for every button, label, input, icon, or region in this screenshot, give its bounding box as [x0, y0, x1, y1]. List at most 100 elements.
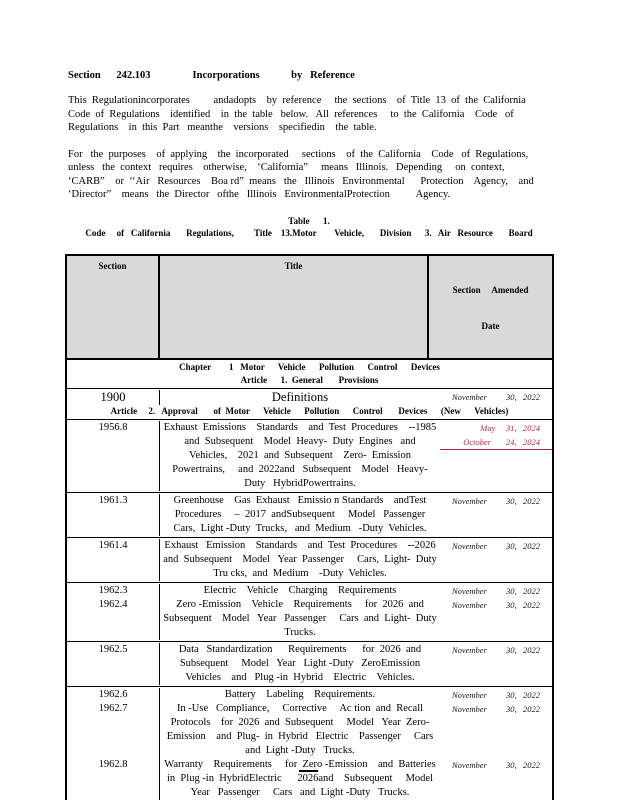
title-cell: Battery Labeling Requirements. — [160, 688, 440, 702]
table-row: 1956.8 Exhaust Emissions Standards and Te… — [67, 420, 552, 491]
title-line: Subsequent Model Year Passenger Cars and… — [163, 612, 437, 624]
section-number-cell: 1962.4 — [67, 597, 160, 640]
header-amended-line2: Date — [481, 320, 500, 331]
title-cell: Data Standardization Requirements for 20… — [160, 643, 440, 685]
title-line: Emission and Plug- in Hybrid Electric Pa… — [166, 730, 434, 742]
title-line: in Plug -in HybridElectric 2026and Subse… — [167, 772, 433, 784]
title-line: Zero -Emission Vehicle Requirements for … — [176, 598, 424, 610]
title-line: Subsequent Model Year Light -Duty ZeroEm… — [179, 657, 421, 669]
section-number-cell: 1961.3 — [67, 493, 160, 536]
table-row-group: 1962.5 Data Standardization Requirements … — [67, 642, 552, 687]
amended-date-cell: May 31, 2024 October 24, 2024 — [440, 421, 552, 491]
amended-date: October 24, 2024 — [440, 435, 552, 450]
table-row: 1962.8 Warranty Requirements for Zero -Em… — [67, 757, 552, 800]
title-line: and Light -Duty Trucks. — [245, 744, 355, 756]
table-caption: Table 1. Code of California Regulations,… — [0, 215, 618, 239]
table-row-group: 1900 Definitions November 30, 2022 Article … — [67, 389, 552, 420]
table-row-group: 1962.6 Battery Labeling Requirements. Nove… — [67, 687, 552, 800]
amended-date: November 30, 2022 — [451, 495, 540, 506]
amended-date-cell: November 30, 2022 — [440, 598, 552, 640]
table-header-row: Section Title Section Amended Date — [67, 255, 552, 360]
table-row: 1962.3 Electric Vehicle Charging Requirem… — [67, 583, 552, 598]
table-row: 1961.3 Greenhouse Gas Exhaust Emissio n S… — [67, 493, 552, 536]
page-footer-rule — [299, 770, 318, 772]
regulations-table: Section Title Section Amended Date Chapt… — [65, 253, 554, 800]
title-cell: Greenhouse Gas Exhaust Emissio n Standar… — [160, 494, 440, 536]
title-line: Exhaust Emission Standards and Test Proc… — [164, 539, 436, 551]
title-line: In -Use Compliance, Corrective Ac tion a… — [176, 702, 424, 714]
amended-date: November 30, 2022 — [451, 759, 540, 770]
title-cell: Warranty Requirements for Zero -Emission… — [160, 758, 440, 800]
section-heading: Section 242.103 Incorporations by Refere… — [68, 70, 355, 81]
chapter-heading-row: Chapter 1 Motor Vehicle Pollution Contro… — [67, 361, 552, 387]
table-row-group: Chapter 1 Motor Vehicle Pollution Contro… — [67, 360, 552, 389]
paragraph-line: unless the context requires otherwise, ‘… — [68, 162, 505, 173]
title-cell: In -Use Compliance, Corrective Ac tion a… — [160, 702, 440, 758]
paragraph-1: This Regulationincorporates andadopts by… — [68, 94, 554, 135]
title-cell: Definitions — [160, 390, 440, 405]
title-cell: Exhaust Emissions Standards and Test Pro… — [160, 421, 440, 491]
title-line: Vehicles and Plug -in Hybrid Electric Ve… — [185, 671, 415, 683]
paragraph-line: ‘CARB” or ‘‘Air Resources Boa rd” means … — [68, 175, 534, 187]
amended-date: November 30, 2022 — [451, 644, 540, 655]
amended-date-cell: November 30, 2022 — [440, 539, 552, 581]
header-cell-section: Section — [67, 255, 160, 358]
title-cell: Zero -Emission Vehicle Requirements for … — [160, 598, 440, 640]
header-cell-title: Title — [160, 255, 429, 358]
title-line: Duty HybridPowertrains. — [244, 477, 356, 489]
header-amended-line1: Section Amended — [452, 284, 529, 295]
title-line: Greenhouse Gas Exhaust Emissio n Standar… — [173, 494, 427, 506]
chapter-heading-row: Article 2. Approval of Motor Vehicle Pol… — [67, 405, 552, 418]
amended-date: November 30, 2022 — [451, 689, 540, 700]
amended-date: November 30, 2022 — [451, 585, 540, 596]
table-caption-title: Table 1. — [288, 215, 330, 226]
title-line: and Subsequent Model Year Passenger Cars… — [163, 553, 437, 565]
section-number-cell: 1962.6 — [67, 687, 160, 702]
chapter-heading-line: Chapter 1 Motor Vehicle Pollution Contro… — [179, 361, 440, 372]
amended-date-cell: November 30, 2022 — [440, 494, 552, 536]
section-number-cell: 1962.7 — [67, 701, 160, 758]
section-number-cell: 1956.8 — [67, 420, 160, 491]
section-number-cell: 1962.3 — [67, 583, 160, 598]
paragraph-line: ‘Director” means the Director ofthe Illi… — [68, 189, 451, 200]
table-body: Chapter 1 Motor Vehicle Pollution Contro… — [67, 360, 552, 800]
amended-date-cell: November 30, 2022 — [440, 702, 552, 758]
amended-date-cell: November 30, 2022 — [440, 758, 552, 800]
chapter-heading-line: Article 1. General Provisions — [240, 374, 379, 385]
table-row: 1962.5 Data Standardization Requirements … — [67, 642, 552, 685]
chapter-heading-line: Article 2. Approval of Motor Vehicle Pol… — [110, 405, 509, 416]
section-number-cell: 1900 — [67, 389, 160, 405]
amended-date: November 30, 2022 — [451, 391, 540, 402]
title-cell: Electric Vehicle Charging Requirements — [160, 584, 440, 598]
header-cell-amended-date: Section Amended Date — [429, 256, 552, 358]
title-line: Vehicles, 2021 and Subsequent Zero- Emis… — [189, 449, 411, 461]
table-row: 1962.7 In -Use Compliance, Corrective Ac … — [67, 701, 552, 758]
title-line: Tru cks, and Medium -Duty Vehicles. — [213, 567, 387, 579]
amended-date-cell: November 30, 2022 — [440, 584, 552, 598]
paragraph-2: For the purposes of applying the incorpo… — [68, 148, 554, 202]
table-row: 1962.4 Zero -Emission Vehicle Requirement… — [67, 597, 552, 640]
table-row-group: 1961.4 Exhaust Emission Standards and Tes… — [67, 538, 552, 583]
title-line: Cars, Light -Duty Trucks, and Medium -Du… — [173, 522, 427, 534]
title-line: Electric Vehicle Charging Requirements — [203, 584, 397, 596]
paragraph-line: Regulations in this Part meanthe version… — [68, 122, 377, 133]
table-row-group: 1962.3 Electric Vehicle Charging Requirem… — [67, 583, 552, 642]
table-caption-subtitle: Code of California Regulations, Title 13… — [85, 227, 533, 238]
section-number-cell: 1961.4 — [67, 538, 160, 581]
paragraph-line: Code of Regulations identified in the ta… — [68, 108, 514, 120]
amended-date-cell: November 30, 2022 — [440, 643, 552, 685]
amended-date: November 30, 2022 — [451, 703, 540, 714]
title-line: Trucks. — [284, 626, 316, 638]
title-line: and Subsequent Model Heavy- Duty Engines… — [184, 435, 416, 447]
amended-date: November 30, 2022 — [451, 540, 540, 551]
table-row-group: 1956.8 Exhaust Emissions Standards and Te… — [67, 420, 552, 493]
section-number-cell: 1962.8 — [67, 757, 160, 800]
paragraph-line: For the purposes of applying the incorpo… — [68, 148, 529, 160]
table-row: 1961.4 Exhaust Emission Standards and Tes… — [67, 538, 552, 581]
paragraph-line: This Regulationincorporates andadopts by… — [68, 95, 526, 106]
title-line: Procedures – 2017 andSubsequent Model Pa… — [174, 508, 426, 520]
title-line: Definitions — [271, 389, 329, 404]
table-row: 1900 Definitions November 30, 2022 — [67, 389, 552, 405]
title-line: Protocols for 2026 and Subsequent Model … — [170, 716, 430, 728]
